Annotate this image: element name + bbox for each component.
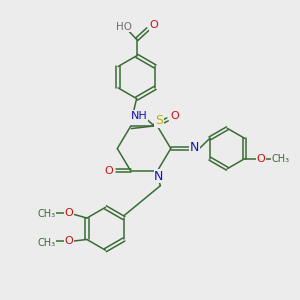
Text: O: O <box>257 154 266 164</box>
Text: CH₃: CH₃ <box>38 209 56 220</box>
Text: O: O <box>149 20 158 30</box>
Text: S: S <box>155 114 163 128</box>
Text: CH₃: CH₃ <box>38 238 56 248</box>
Text: NH: NH <box>131 111 148 121</box>
Text: O: O <box>65 236 74 246</box>
Text: N: N <box>190 141 199 154</box>
Text: CH₃: CH₃ <box>272 154 290 164</box>
Text: N: N <box>154 170 164 183</box>
Text: O: O <box>104 166 113 176</box>
Text: HO: HO <box>116 22 132 32</box>
Text: O: O <box>65 208 74 218</box>
Text: O: O <box>171 111 179 122</box>
